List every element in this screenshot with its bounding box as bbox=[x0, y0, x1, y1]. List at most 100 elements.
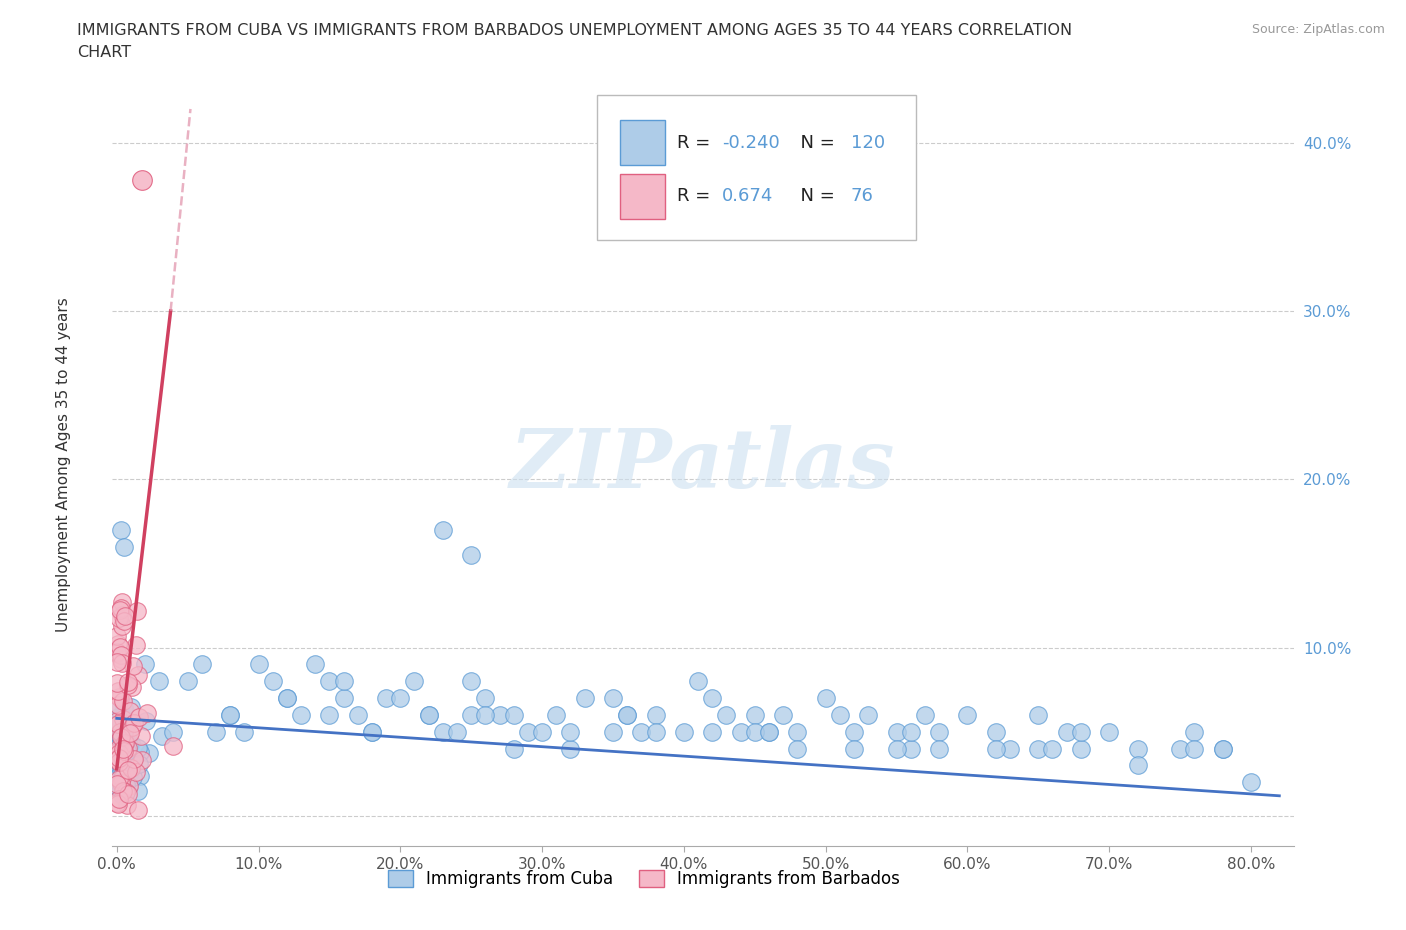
Point bbox=[110, 647, 132, 662]
Point bbox=[262, 674, 284, 689]
Point bbox=[117, 724, 139, 739]
Point bbox=[276, 691, 298, 706]
Point bbox=[247, 658, 270, 672]
Point bbox=[389, 691, 412, 706]
Point bbox=[107, 746, 129, 761]
Point bbox=[900, 741, 922, 756]
Point bbox=[856, 708, 879, 723]
Point bbox=[120, 699, 142, 714]
Point bbox=[112, 700, 135, 715]
Point bbox=[105, 795, 128, 810]
Point bbox=[886, 741, 908, 756]
Point bbox=[644, 724, 666, 739]
Point bbox=[115, 743, 138, 758]
Point bbox=[114, 785, 136, 800]
Point bbox=[332, 674, 354, 689]
Point bbox=[602, 691, 624, 706]
Point bbox=[110, 776, 132, 790]
Point bbox=[108, 741, 131, 756]
Point bbox=[115, 716, 138, 731]
Point bbox=[111, 771, 134, 786]
Point bbox=[105, 714, 128, 729]
Point bbox=[117, 740, 139, 755]
Point bbox=[111, 594, 134, 609]
Point bbox=[108, 772, 131, 787]
Point bbox=[107, 698, 129, 712]
Point bbox=[110, 753, 132, 768]
Point bbox=[105, 675, 128, 690]
Point bbox=[672, 724, 695, 739]
Point bbox=[110, 724, 132, 739]
Point bbox=[1026, 708, 1049, 723]
Point bbox=[127, 740, 149, 755]
Point bbox=[121, 720, 143, 735]
Point bbox=[1182, 741, 1205, 756]
Point bbox=[361, 724, 384, 739]
Point bbox=[105, 751, 128, 766]
Point bbox=[304, 658, 326, 672]
Point bbox=[928, 741, 950, 756]
Point bbox=[1056, 724, 1078, 739]
Point bbox=[219, 708, 242, 723]
Point bbox=[108, 738, 131, 753]
Text: 76: 76 bbox=[851, 187, 873, 206]
Point bbox=[1168, 741, 1191, 756]
Point bbox=[110, 740, 132, 755]
Text: Unemployment Among Ages 35 to 44 years: Unemployment Among Ages 35 to 44 years bbox=[56, 298, 70, 632]
Point bbox=[112, 755, 135, 770]
Point bbox=[108, 747, 131, 762]
Point bbox=[108, 689, 131, 704]
Point bbox=[127, 604, 149, 618]
Point bbox=[118, 737, 141, 752]
Point bbox=[474, 691, 496, 706]
Point bbox=[644, 708, 666, 723]
Point bbox=[105, 655, 128, 670]
Text: 0.674: 0.674 bbox=[721, 187, 773, 206]
Point bbox=[110, 764, 132, 778]
Point bbox=[110, 755, 132, 770]
Point bbox=[111, 770, 134, 785]
Point bbox=[162, 724, 184, 739]
Point bbox=[1070, 724, 1092, 739]
Point bbox=[107, 727, 129, 742]
Point bbox=[117, 675, 139, 690]
Point bbox=[107, 755, 129, 770]
Point bbox=[110, 727, 132, 742]
Point bbox=[730, 724, 752, 739]
Point bbox=[814, 691, 837, 706]
Point bbox=[176, 674, 198, 689]
Point bbox=[702, 724, 724, 739]
Point bbox=[560, 724, 582, 739]
Point bbox=[131, 752, 153, 767]
Point bbox=[127, 784, 149, 799]
Point bbox=[1212, 741, 1234, 756]
Text: N =: N = bbox=[789, 134, 841, 152]
Point bbox=[107, 684, 129, 698]
Point bbox=[886, 724, 908, 739]
Point bbox=[150, 728, 173, 743]
Point bbox=[105, 745, 128, 760]
Point bbox=[772, 708, 794, 723]
Point bbox=[117, 763, 139, 777]
Point bbox=[1042, 741, 1064, 756]
Point bbox=[127, 803, 149, 817]
Point bbox=[404, 674, 426, 689]
Point bbox=[332, 691, 354, 706]
Point bbox=[107, 752, 129, 767]
Point bbox=[914, 708, 936, 723]
FancyBboxPatch shape bbox=[620, 174, 665, 219]
Point bbox=[125, 637, 148, 652]
Point bbox=[120, 765, 142, 780]
Point bbox=[111, 656, 134, 671]
Point bbox=[120, 752, 142, 767]
Text: 120: 120 bbox=[851, 134, 884, 152]
Point bbox=[105, 737, 128, 751]
Point bbox=[446, 724, 468, 739]
FancyBboxPatch shape bbox=[620, 120, 665, 166]
Point bbox=[105, 645, 128, 660]
Point bbox=[111, 724, 134, 738]
Point bbox=[1098, 724, 1121, 739]
Point bbox=[117, 729, 139, 744]
Text: N =: N = bbox=[789, 187, 841, 206]
Legend: Immigrants from Cuba, Immigrants from Barbados: Immigrants from Cuba, Immigrants from Ba… bbox=[381, 864, 907, 896]
